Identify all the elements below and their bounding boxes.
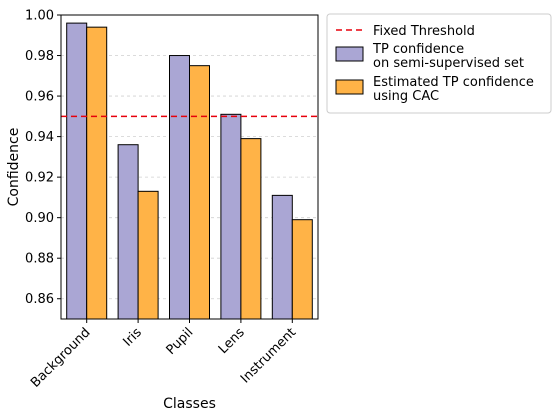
bar-background-series-1 [66,22,88,320]
y-axis-title: Confidence [6,128,22,207]
x-tick-label: Lens [216,325,248,357]
legend-label-line: TP confidence [372,42,464,57]
y-tick-label: 0.88 [25,252,54,267]
x-tick-label: Pupil [164,325,197,358]
x-tick-label: Background [28,325,93,390]
bars [66,22,313,320]
y-tick-label: 0.86 [25,292,54,307]
bar-lens-series-2 [240,138,262,320]
y-tick-label: 0.94 [25,130,54,145]
bar-pupil-series-2 [189,65,210,320]
legend-label-line: Estimated TP confidence [373,75,534,90]
legend-swatch-series-1 [335,46,364,62]
bar-iris-series-2 [137,190,159,320]
legend-swatch-series-2 [335,79,364,95]
x-axis-title: Classes [163,396,216,412]
y-tick-label: 0.98 [25,49,54,64]
legend-label-series-1: TP confidence on semi-supervised set [372,42,524,71]
bar-instrument-series-2 [291,219,313,320]
legend-label-line: on semi-supervised set [373,56,524,71]
y-axis: 0.86 0.88 0.90 0.92 0.94 0.96 0.98 1.00 [25,9,61,307]
x-tick-label: Iris [120,325,145,350]
y-tick-label: 1.00 [25,9,54,24]
bar-instrument-series-1 [271,194,293,320]
bar-pupil-series-1 [169,55,190,320]
y-tick-label: 0.90 [25,211,54,226]
legend-label-series-2: Estimated TP confidence using CAC [373,75,534,104]
legend-label-threshold: Fixed Threshold [373,24,475,39]
bar-background-series-2 [86,26,108,320]
bar-iris-series-1 [117,144,139,320]
legend-box [326,13,552,114]
x-tick-label: Instrument [238,325,299,386]
legend: Fixed Threshold TP confidence on semi-supe… [326,13,552,114]
bar-lens-series-1 [220,113,242,320]
legend-label-line: using CAC [373,89,439,104]
y-tick-label: 0.92 [25,171,54,186]
y-tick-label: 0.96 [25,90,54,105]
